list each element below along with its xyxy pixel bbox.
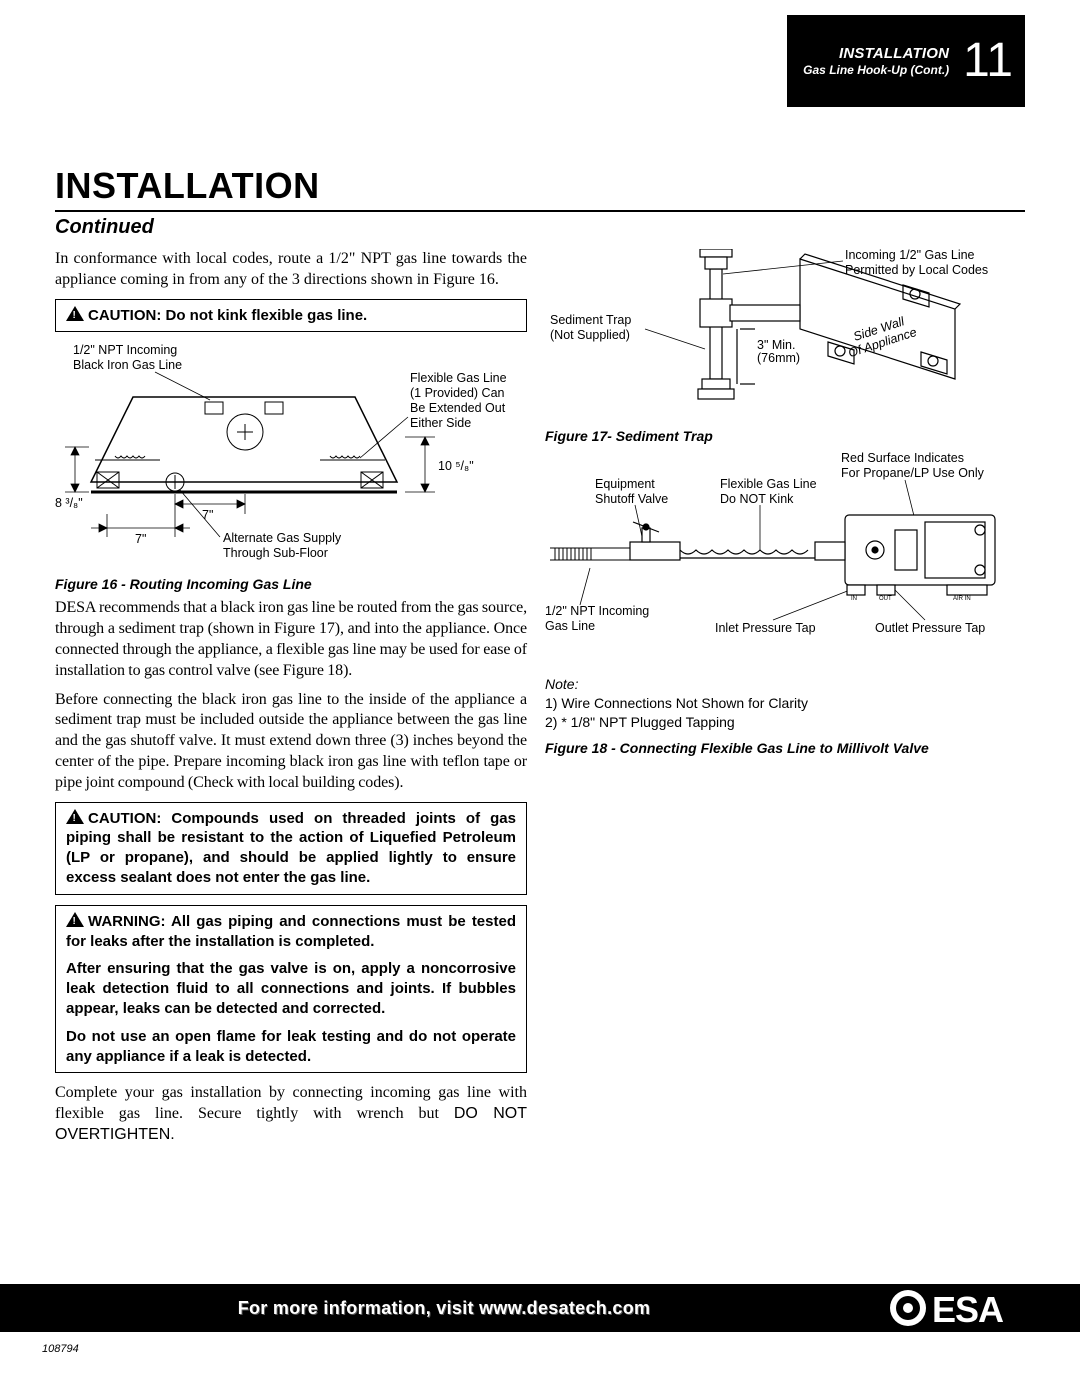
caution-1-text: CAUTION: Do not kink flexible gas line. <box>88 307 367 324</box>
svg-text:Through Sub-Floor: Through Sub-Floor <box>223 546 328 560</box>
continued-label: Continued <box>55 216 1025 239</box>
footer-info: For more information, visit www.desatech… <box>0 1298 888 1319</box>
warning-icon <box>66 306 84 321</box>
svg-text:ESA: ESA <box>932 1289 1004 1328</box>
warning-icon <box>66 809 84 824</box>
svg-text:Sediment Trap: Sediment Trap <box>550 313 631 327</box>
svg-text:Either Side: Either Side <box>410 416 471 430</box>
svg-text:1/2" NPT Incoming: 1/2" NPT Incoming <box>545 604 649 618</box>
warning-icon <box>66 912 84 927</box>
caution-2-text: CAUTION: Compounds used on threaded join… <box>66 810 516 886</box>
brand-logo: ESA <box>888 1288 1058 1328</box>
caution-box-2: CAUTION: Compounds used on threaded join… <box>55 802 527 895</box>
title-rule <box>55 210 1025 212</box>
page-number: 11 <box>963 37 1013 85</box>
svg-text:7": 7" <box>202 508 213 522</box>
caution-box-1: CAUTION: Do not kink flexible gas line. <box>55 299 527 333</box>
svg-text:AIR IN: AIR IN <box>953 596 971 602</box>
figure-18-diagram: Red Surface Indicates For Propane/LP Use… <box>545 450 1017 732</box>
svg-text:7": 7" <box>135 532 146 546</box>
warning-box: WARNING: All gas piping and connections … <box>55 905 527 1074</box>
left-column: In conformance with local codes, route a… <box>55 249 527 1154</box>
warning-text-c: Do not use an open flame for leak testin… <box>66 1027 516 1067</box>
svg-text:Shutoff Valve: Shutoff Valve <box>595 492 668 506</box>
svg-text:For Propane/LP Use Only: For Propane/LP Use Only <box>841 466 985 480</box>
warning-text-b: After ensuring that the gas valve is on,… <box>66 959 516 1018</box>
svg-text:(76mm): (76mm) <box>757 351 800 365</box>
svg-text:Gas Line: Gas Line <box>545 619 595 633</box>
paragraph-2: DESA recommends that a black iron gas li… <box>55 598 527 681</box>
fig18-note-2: 2) * 1/8" NPT Plugged Tapping <box>545 713 1017 732</box>
svg-text:Do NOT Kink: Do NOT Kink <box>720 492 794 506</box>
footer-bar: For more information, visit www.desatech… <box>0 1284 1080 1332</box>
svg-text:Black Iron Gas Line: Black Iron Gas Line <box>73 358 182 372</box>
paragraph-4: Complete your gas installation by connec… <box>55 1083 527 1145</box>
svg-text:Alternate Gas Supply: Alternate Gas Supply <box>223 531 342 545</box>
header-subsection: Gas Line Hook-Up (Cont.) <box>803 63 949 77</box>
figure-17-caption: Figure 17- Sediment Trap <box>545 428 1017 444</box>
fig18-note-1: 1) Wire Connections Not Shown for Clarit… <box>545 694 1017 713</box>
svg-text:Red Surface Indicates: Red Surface Indicates <box>841 451 964 465</box>
svg-text:(Not Supplied): (Not Supplied) <box>550 328 630 342</box>
paragraph-3: Before connecting the black iron gas lin… <box>55 690 527 794</box>
svg-text:IN: IN <box>851 596 857 602</box>
svg-text:Be Extended Out: Be Extended Out <box>410 401 506 415</box>
intro-paragraph: In conformance with local codes, route a… <box>55 249 527 291</box>
header-section: INSTALLATION <box>803 45 949 63</box>
svg-text:Flexible Gas Line: Flexible Gas Line <box>720 477 817 491</box>
figure-16-caption: Figure 16 - Routing Incoming Gas Line <box>55 576 527 592</box>
page-header-box: INSTALLATION Gas Line Hook-Up (Cont.) 11 <box>787 15 1025 107</box>
svg-text:1/2" NPT Incoming: 1/2" NPT Incoming <box>73 343 177 357</box>
svg-text:(1 Provided) Can: (1 Provided) Can <box>410 386 505 400</box>
right-column: Incoming 1/2" Gas Line Permitted by Loca… <box>545 249 1017 1154</box>
svg-text:Incoming 1/2" Gas Line: Incoming 1/2" Gas Line <box>845 249 975 262</box>
figure-17-diagram: Incoming 1/2" Gas Line Permitted by Loca… <box>545 249 1017 424</box>
svg-text:Equipment: Equipment <box>595 477 655 491</box>
svg-text:8 ³/₈": 8 ³/₈" <box>55 496 83 510</box>
warning-text-a: WARNING: All gas piping and connections … <box>66 913 516 950</box>
fig18-note-label: Note: <box>545 675 1017 694</box>
svg-text:Flexible Gas Line: Flexible Gas Line <box>410 371 507 385</box>
svg-text:Inlet Pressure Tap: Inlet Pressure Tap <box>715 621 816 635</box>
svg-text:10 ⁵/₈": 10 ⁵/₈" <box>438 459 474 473</box>
svg-text:3" Min.: 3" Min. <box>757 338 795 352</box>
figure-18-caption: Figure 18 - Connecting Flexible Gas Line… <box>545 740 1017 756</box>
document-number: 108794 <box>42 1343 79 1355</box>
svg-text:OUT: OUT <box>879 596 892 602</box>
page-title: INSTALLATION <box>55 165 1025 207</box>
svg-text:Permitted by Local Codes: Permitted by Local Codes <box>845 263 988 277</box>
figure-16-diagram: 1/2" NPT Incoming Black Iron Gas Line <box>55 342 527 572</box>
svg-text:Outlet Pressure Tap: Outlet Pressure Tap <box>875 621 985 635</box>
